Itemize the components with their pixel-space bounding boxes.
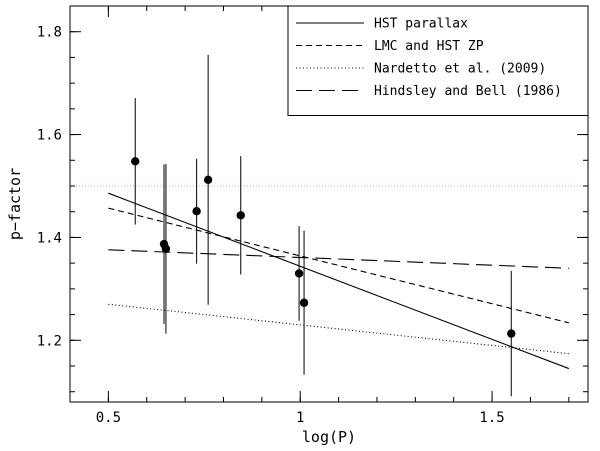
y-tick-label: 1.8 — [37, 25, 62, 41]
series-line-3 — [108, 303, 569, 355]
x-axis-label: log(P) — [302, 428, 356, 446]
legend-label-1: HST parallax — [374, 17, 468, 32]
series-line-4 — [108, 249, 569, 269]
points-layer — [131, 54, 516, 397]
legend-label-4: Hindsley and Bell (1986) — [374, 84, 562, 99]
legend: HST parallax LMC and HST ZP Nardetto et al… — [287, 5, 589, 116]
series-layer — [108, 192, 570, 370]
data-point — [192, 207, 201, 216]
x-tick-label: 0.5 — [96, 410, 121, 426]
data-point — [507, 329, 516, 338]
data-point — [131, 157, 140, 166]
legend-label-3: Nardetto et al. (2009) — [374, 62, 546, 77]
data-point — [203, 175, 213, 185]
y-tick-label: 1.6 — [37, 128, 62, 144]
series-line-1 — [108, 192, 570, 370]
legend-label-2: LMC and HST ZP — [374, 39, 484, 54]
data-point — [299, 298, 309, 307]
data-point — [161, 244, 171, 253]
series-line-2 — [108, 207, 569, 324]
data-point — [236, 211, 245, 220]
legend-box — [287, 5, 589, 116]
x-tick-label: 1.5 — [479, 410, 504, 426]
y-tick-label: 1.4 — [37, 230, 62, 246]
x-tick-label: 1 — [296, 410, 304, 426]
data-point — [294, 269, 304, 278]
y-tick-label: 1.2 — [37, 333, 62, 349]
y-axis-label: p−factor — [6, 168, 24, 240]
